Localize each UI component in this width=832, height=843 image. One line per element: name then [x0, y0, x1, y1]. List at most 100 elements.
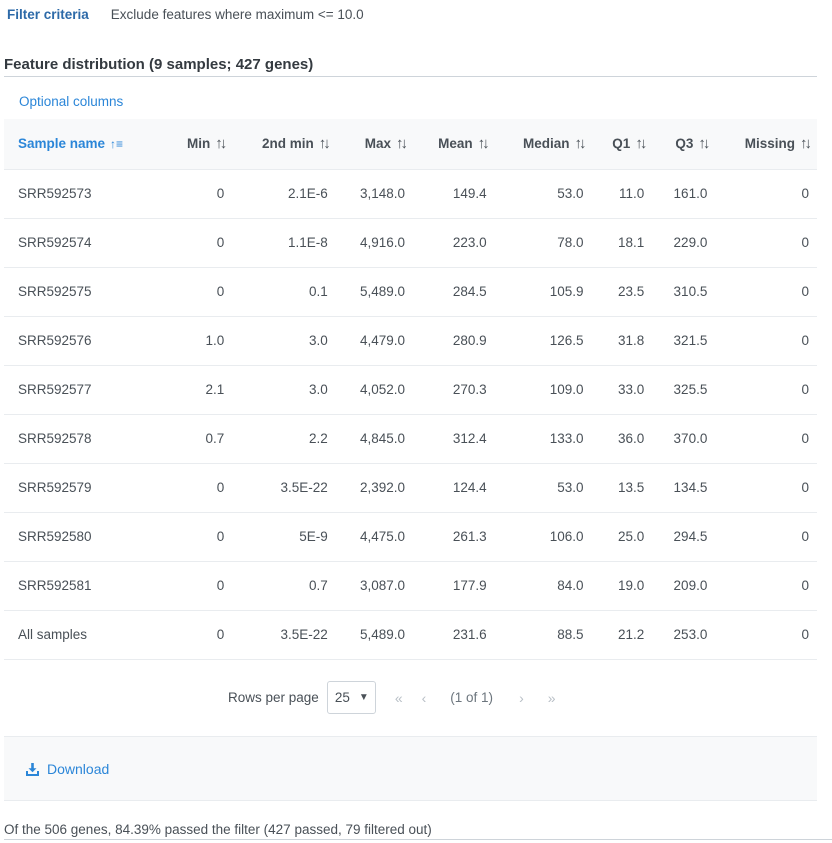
- table-cell: 0: [164, 610, 233, 660]
- sort-icon: ↑↓: [800, 135, 812, 153]
- table-row: SRR592578 0.7 2.2 4,845.0 312.4 133.0 36.0 370.…: [4, 414, 817, 464]
- table-cell: 2,392.0: [335, 463, 414, 513]
- column-header[interactable]: Max ↑↓: [335, 119, 414, 170]
- table-cell: 13.5: [591, 463, 653, 513]
- rows-per-page-label: Rows per page: [228, 690, 319, 705]
- table-cell: 4,845.0: [335, 414, 414, 464]
- table-cell: 126.5: [494, 316, 592, 366]
- table-cell: SRR592573: [4, 169, 165, 219]
- table-cell: 78.0: [494, 218, 592, 268]
- previous-page-icon[interactable]: ‹: [421, 689, 427, 706]
- column-header-label: Median: [523, 136, 570, 152]
- table-row: SRR592573 0 2.1E-6 3,148.0 149.4 53.0 11.0 161.…: [4, 169, 817, 219]
- column-header[interactable]: Sample name ↑≡: [4, 119, 165, 170]
- table-cell: 5,489.0: [335, 267, 414, 317]
- table-cell: 124.4: [413, 463, 495, 513]
- table-cell: 370.0: [652, 414, 716, 464]
- table-cell: 36.0: [591, 414, 653, 464]
- table-row: SRR592574 0 1.1E-8 4,916.0 223.0 78.0 18.1 229.…: [4, 218, 817, 268]
- table-cell: 53.0: [494, 169, 592, 219]
- caret-down-icon: ▼: [358, 692, 369, 703]
- column-header[interactable]: Mean ↑↓: [413, 119, 495, 170]
- table-cell: 133.0: [494, 414, 592, 464]
- table-cell: 18.1: [591, 218, 653, 268]
- filter-criteria-label: Filter criteria: [7, 7, 89, 22]
- table-cell: 1.1E-8: [232, 218, 336, 268]
- table-cell: 105.9: [494, 267, 592, 317]
- column-header[interactable]: Q3 ↑↓: [652, 119, 716, 170]
- table-cell: 0: [715, 218, 817, 268]
- rows-per-page-dropdown[interactable]: 25 ▼: [326, 681, 376, 714]
- next-page-icon[interactable]: ›: [519, 689, 524, 706]
- table-cell: 2.2: [232, 414, 336, 464]
- table-cell: 3.5E-22: [232, 610, 336, 660]
- table-row: SRR592581 0 0.7 3,087.0 177.9 84.0 19.0 209.0 0: [4, 561, 817, 611]
- download-button[interactable]: Download: [26, 761, 109, 777]
- table-row: SRR592577 2.1 3.0 4,052.0 270.3 109.0 33.0 325.…: [4, 365, 817, 415]
- table-cell: 31.8: [591, 316, 653, 366]
- column-header[interactable]: Median ↑↓: [494, 119, 592, 170]
- table-cell: 0.1: [232, 267, 336, 317]
- last-page-icon[interactable]: »: [547, 689, 556, 706]
- table-cell: 0: [715, 512, 817, 562]
- paginator: Rows per page 25 ▼ « ‹ (1 of 1) › »: [228, 681, 556, 714]
- column-header[interactable]: Q1 ↑↓: [591, 119, 653, 170]
- table-cell: 88.5: [494, 610, 592, 660]
- table-cell: 0: [164, 512, 233, 562]
- table-cell: 0.7: [164, 414, 233, 464]
- table-cell: 229.0: [652, 218, 716, 268]
- table-cell: 0: [164, 218, 233, 268]
- table-cell: 231.6: [413, 610, 495, 660]
- table-cell: 0.7: [232, 561, 336, 611]
- table-cell: 310.5: [652, 267, 716, 317]
- table-cell: 161.0: [652, 169, 716, 219]
- table-cell: 0: [715, 267, 817, 317]
- table-cell: 270.3: [413, 365, 495, 415]
- table-cell: 0: [164, 463, 233, 513]
- table-cell: 5,489.0: [335, 610, 414, 660]
- table-cell: 321.5: [652, 316, 716, 366]
- section-title: Feature distribution (9 samples; 427 gen…: [4, 56, 817, 77]
- filter-criteria: Filter criteria Exclude features where m…: [7, 7, 364, 22]
- column-header-label: Max: [364, 136, 392, 152]
- page-info: (1 of 1): [450, 690, 494, 705]
- table-cell: 3,087.0: [335, 561, 414, 611]
- table-cell: 261.3: [413, 512, 495, 562]
- table-cell: 0: [715, 169, 817, 219]
- table-cell: 0: [164, 169, 233, 219]
- filter-summary: Of the 506 genes, 84.39% passed the filt…: [4, 822, 832, 840]
- column-header[interactable]: 2nd min ↑↓: [232, 119, 336, 170]
- first-page-icon[interactable]: «: [394, 689, 403, 706]
- feature-distribution-table: Sample name ↑≡ Min ↑↓ 2nd min ↑↓ Max ↑↓ Mean ↑↓ Me…: [4, 119, 817, 660]
- table-header-row: Sample name ↑≡ Min ↑↓ 2nd min ↑↓ Max ↑↓ Mean ↑↓ Me…: [4, 119, 817, 170]
- download-panel: Download: [4, 736, 817, 801]
- table-cell: SRR592578: [4, 414, 165, 464]
- table-cell: 0: [715, 561, 817, 611]
- table-cell: 2.1E-6: [232, 169, 336, 219]
- table-cell: All samples: [4, 610, 165, 660]
- column-header[interactable]: Min ↑↓: [164, 119, 233, 170]
- table-cell: 209.0: [652, 561, 716, 611]
- table-cell: 3.5E-22: [232, 463, 336, 513]
- table-cell: 5E-9: [232, 512, 336, 562]
- column-header-label: Sample name: [18, 136, 106, 152]
- column-header-label: Min: [187, 136, 211, 152]
- table-cell: 325.5: [652, 365, 716, 415]
- table-cell: 312.4: [413, 414, 495, 464]
- column-header[interactable]: Missing ↑↓: [715, 119, 817, 170]
- table-cell: SRR592580: [4, 512, 165, 562]
- table-cell: 0: [715, 365, 817, 415]
- sort-icon: ↑↓: [215, 135, 227, 153]
- column-header-label: Mean: [438, 136, 473, 152]
- table-cell: 3,148.0: [335, 169, 414, 219]
- optional-columns-link[interactable]: Optional columns: [19, 94, 124, 109]
- table-cell: 19.0: [591, 561, 653, 611]
- table-cell: 294.5: [652, 512, 716, 562]
- column-header-label: Missing: [744, 136, 795, 152]
- sort-icon: ↑↓: [574, 135, 587, 153]
- table-cell: 0: [164, 561, 233, 611]
- table-cell: 53.0: [494, 463, 592, 513]
- table-cell: 106.0: [494, 512, 592, 562]
- sort-icon: ↑↓: [698, 135, 710, 153]
- table-cell: 84.0: [494, 561, 592, 611]
